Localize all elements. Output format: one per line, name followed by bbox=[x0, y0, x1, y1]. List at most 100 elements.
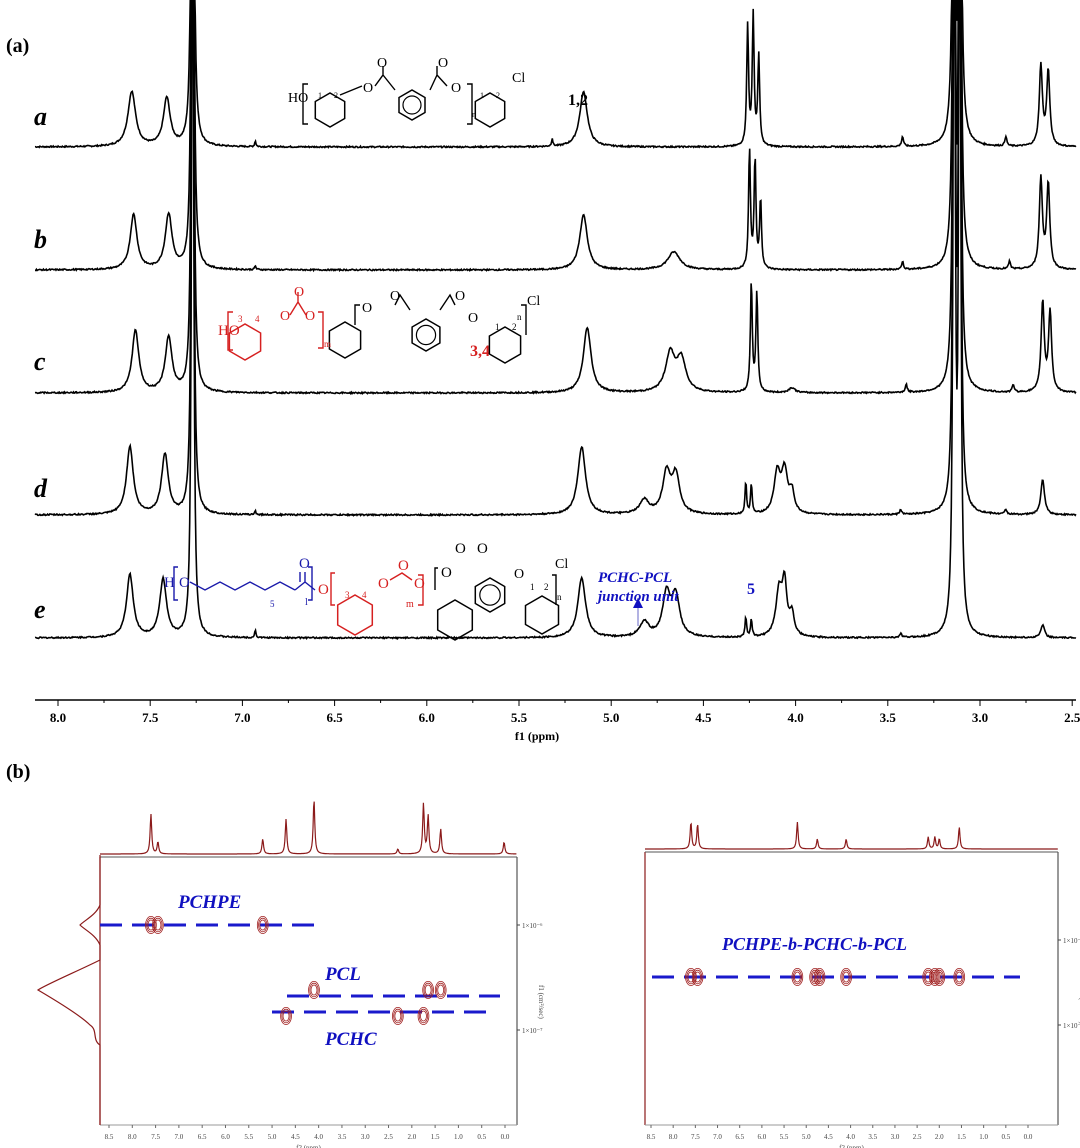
band-label: PCHPE bbox=[177, 892, 241, 913]
contour-peak bbox=[814, 969, 825, 985]
contour-peak bbox=[840, 968, 852, 987]
x-tick-label: 8.0 bbox=[128, 1133, 137, 1141]
x-axis-title: f2 (ppm) bbox=[296, 1144, 321, 1148]
x-tick-label: 2.5 bbox=[1064, 710, 1080, 725]
contour-peak bbox=[436, 982, 446, 998]
contour-peak bbox=[392, 1007, 404, 1026]
atom-label: O bbox=[299, 556, 310, 572]
contour-peak bbox=[258, 917, 268, 933]
bond bbox=[227, 311, 233, 351]
bond bbox=[189, 572, 316, 591]
atom-label: 5 bbox=[270, 599, 275, 609]
bond bbox=[354, 293, 527, 335]
band-label: PCHPE-b-PCHC-b-PCL bbox=[721, 934, 907, 954]
x-tick-label: 5.5 bbox=[511, 710, 528, 725]
cyclohexane-ring-red bbox=[228, 323, 262, 361]
bond bbox=[302, 83, 308, 125]
atom-label: n bbox=[517, 312, 522, 322]
contour-peak bbox=[310, 984, 318, 996]
x-tick-label: 7.0 bbox=[175, 1133, 184, 1141]
atom-label: O bbox=[477, 541, 488, 557]
bond bbox=[318, 311, 324, 349]
y-axis-title: f1 (cm²/sec) bbox=[537, 985, 545, 1019]
atom-label: O bbox=[455, 541, 466, 557]
x-tick-label: 3.5 bbox=[868, 1133, 877, 1141]
junction-label-2: junction unit bbox=[596, 589, 679, 605]
x-axis-title: f2 (ppm) bbox=[839, 1144, 864, 1148]
contour-peak bbox=[842, 971, 850, 983]
atom-label: 1 bbox=[480, 91, 484, 100]
atom-label: O bbox=[468, 311, 478, 326]
y-tick-label: 1×10⁻⁶ bbox=[522, 922, 543, 930]
band-label: PCHC bbox=[324, 1029, 377, 1050]
contour-peak bbox=[152, 916, 164, 935]
contour-peak bbox=[935, 971, 943, 983]
x-tick-label: 4.0 bbox=[314, 1133, 323, 1141]
peak-label-5: 5 bbox=[747, 581, 755, 598]
contour-peak bbox=[280, 1007, 292, 1026]
atom-label: O bbox=[179, 575, 190, 591]
contour-peak bbox=[813, 968, 826, 987]
atom-label: 4 bbox=[362, 590, 367, 600]
y-axis-title: f1 (cm²/sec) bbox=[1078, 990, 1080, 1024]
junction-label: PCHC-PCL bbox=[598, 570, 672, 586]
x-tick-label: 5.0 bbox=[603, 710, 619, 725]
contour-peak bbox=[816, 971, 823, 983]
trace-label-c: c bbox=[34, 347, 46, 376]
spectrum-trace-a bbox=[34, 0, 1077, 149]
trace-label-d: d bbox=[34, 474, 48, 503]
contour-peak bbox=[930, 969, 940, 985]
x-tick-label: 0.5 bbox=[477, 1133, 486, 1141]
cyclohexane-ring bbox=[488, 326, 522, 364]
atom-label: O bbox=[398, 558, 409, 574]
atom-label: O bbox=[414, 576, 425, 592]
contour-peak bbox=[423, 982, 433, 998]
x-tick-label: 4.5 bbox=[824, 1133, 833, 1141]
contour-peak bbox=[841, 969, 851, 985]
atom-label: Cl bbox=[527, 294, 540, 309]
x-tick-label: 1.0 bbox=[979, 1133, 988, 1141]
atom-label: H bbox=[164, 575, 175, 591]
contour-peak bbox=[308, 981, 320, 1000]
contour-peak bbox=[933, 968, 946, 987]
bond bbox=[339, 66, 448, 96]
contour-peak bbox=[924, 971, 932, 983]
x-tick-label: 7.5 bbox=[142, 710, 159, 725]
atom-label: 3 bbox=[238, 314, 243, 324]
x-tick-label: 2.0 bbox=[407, 1133, 416, 1141]
bond bbox=[552, 574, 557, 605]
panel-b-label: (b) bbox=[6, 761, 30, 783]
x-tick-label: 8.5 bbox=[105, 1133, 114, 1141]
atom-label: O bbox=[514, 567, 524, 582]
atom-label: O bbox=[451, 81, 461, 96]
x-tick-label: 7.0 bbox=[713, 1133, 722, 1141]
atom-label: n bbox=[472, 110, 476, 119]
bond bbox=[467, 83, 473, 125]
x-tick-label: 6.0 bbox=[419, 710, 435, 725]
benzene-ring-inner bbox=[479, 584, 501, 606]
contour-peak bbox=[282, 1010, 290, 1022]
contour-peak bbox=[792, 969, 802, 985]
cyclohexane-ring-red bbox=[336, 594, 374, 636]
contour-peak bbox=[420, 1010, 427, 1022]
atom-label: 2 bbox=[334, 91, 338, 100]
benzene-ring bbox=[411, 318, 441, 352]
contour-peak bbox=[422, 981, 434, 1000]
spectrum-trace-b bbox=[35, 0, 1077, 273]
cyclohexane-ring bbox=[328, 321, 362, 359]
atom-label: O bbox=[318, 582, 329, 598]
x-tick-label: 4.5 bbox=[695, 710, 712, 725]
x-tick-label: 3.5 bbox=[880, 710, 897, 725]
contour-peak bbox=[256, 916, 269, 935]
spectrum-trace-e bbox=[34, 0, 1077, 641]
x-tick-label: 6.5 bbox=[326, 710, 343, 725]
contour-peak bbox=[393, 1008, 403, 1024]
x-tick-label: 5.5 bbox=[244, 1133, 253, 1141]
contour-peak bbox=[687, 971, 695, 983]
bond bbox=[330, 572, 335, 606]
x-tick-label: 3.5 bbox=[338, 1133, 347, 1141]
contour-peak bbox=[692, 969, 703, 985]
contour-peak bbox=[154, 919, 162, 931]
side-projection-spectrum bbox=[36, 855, 101, 1125]
